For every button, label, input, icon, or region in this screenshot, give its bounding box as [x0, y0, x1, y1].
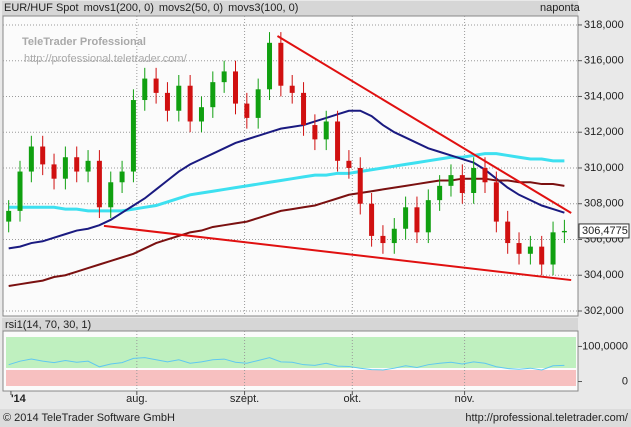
candle-body — [346, 160, 352, 168]
rsi-lower-band — [6, 370, 576, 386]
candle-body — [357, 167, 363, 204]
legend-entry: movs3(100, 0) — [228, 2, 298, 14]
candle-body — [380, 235, 386, 244]
candle-body — [505, 221, 511, 244]
legend-entry: movs2(50, 0) — [159, 2, 223, 14]
rsi-title: rsi1(14, 70, 30, 1) — [5, 319, 91, 331]
candle-body — [312, 125, 318, 140]
candle-body — [471, 167, 477, 193]
frequency: naponta — [540, 2, 581, 14]
y-tick-label: 302,000 — [584, 305, 624, 317]
footer-url: http://professional.teletrader.com/ — [465, 412, 629, 424]
candle-body — [198, 107, 204, 122]
candle-body — [550, 232, 556, 265]
y-tick-label: 310,000 — [584, 162, 624, 174]
candle-body — [108, 182, 114, 208]
y-tick-label: 304,000 — [584, 269, 624, 281]
x-tick-label: aug. — [126, 393, 147, 405]
candle-body — [425, 200, 431, 233]
x-tick-label: nov. — [455, 393, 475, 405]
candle-body — [289, 85, 295, 93]
candle-body — [323, 121, 329, 140]
candle-body — [6, 210, 12, 222]
candle-body — [28, 146, 34, 172]
x-tick-label: okt. — [343, 393, 361, 405]
candle-body — [369, 203, 375, 236]
candle-body — [221, 71, 227, 83]
candle-body — [119, 171, 125, 183]
candle-body — [255, 89, 261, 118]
candle-body — [96, 160, 102, 208]
candle-body — [561, 230, 567, 233]
candle-body — [403, 207, 409, 229]
x-tick-label: szept. — [230, 393, 259, 405]
last-value-box — [578, 223, 630, 239]
legend-entry: movs1(200, 0) — [84, 2, 154, 14]
y-tick-label: 308,000 — [584, 198, 624, 210]
watermark-brand: TeleTrader Professional — [22, 36, 146, 48]
candle-body — [232, 71, 238, 104]
y-tick-label: 314,000 — [584, 90, 624, 102]
candle-body — [437, 185, 443, 201]
trend-line — [276, 35, 572, 214]
moving-average — [8, 109, 565, 250]
candle-body — [17, 171, 23, 211]
candle-body — [278, 42, 284, 86]
candle-body — [51, 164, 57, 179]
rsi-line — [8, 357, 565, 371]
candle-body — [62, 157, 68, 179]
candle-body — [210, 82, 216, 108]
moving-average — [8, 152, 565, 213]
candle-body — [516, 243, 522, 254]
candle-body — [176, 85, 182, 111]
candle-body — [335, 121, 341, 161]
candle-body — [493, 182, 499, 222]
candle-body — [153, 78, 159, 93]
candle-body — [414, 207, 420, 233]
footer-copyright: © 2014 TeleTrader Software GmbH — [3, 412, 175, 424]
candle-body — [187, 85, 193, 122]
trend-line — [103, 224, 572, 282]
candle-body — [85, 160, 91, 172]
candle-body — [391, 228, 397, 244]
candle-body — [482, 167, 488, 183]
candle-body — [164, 92, 170, 111]
y-tick-label: 318,000 — [584, 19, 624, 31]
footer-bar — [0, 409, 631, 427]
rsi-y-tick-label: 0 — [622, 375, 628, 387]
watermark-url: http://professional.teletrader.com/ — [24, 53, 188, 65]
last-value-label: 306,4775 — [582, 225, 628, 237]
candle-body — [74, 157, 80, 172]
candle-body — [459, 175, 465, 193]
candle-body — [40, 146, 46, 165]
candle-body — [130, 100, 136, 172]
rsi-y-tick-label: 100,0000 — [582, 340, 628, 352]
candle-body — [448, 175, 454, 186]
rsi-header-bar — [2, 318, 578, 331]
candle-body — [142, 78, 148, 101]
y-tick-label: 312,000 — [584, 126, 624, 138]
header-bar — [2, 1, 578, 16]
candle-body — [244, 103, 250, 118]
x-tick-label: '14 — [11, 393, 27, 405]
candle-body — [539, 246, 545, 265]
chart-title: EUR/HUF Spot — [4, 2, 79, 14]
candle-body — [267, 42, 273, 90]
y-tick-label: 316,000 — [584, 55, 624, 67]
candle-body — [301, 92, 307, 126]
candle-body — [527, 246, 533, 254]
